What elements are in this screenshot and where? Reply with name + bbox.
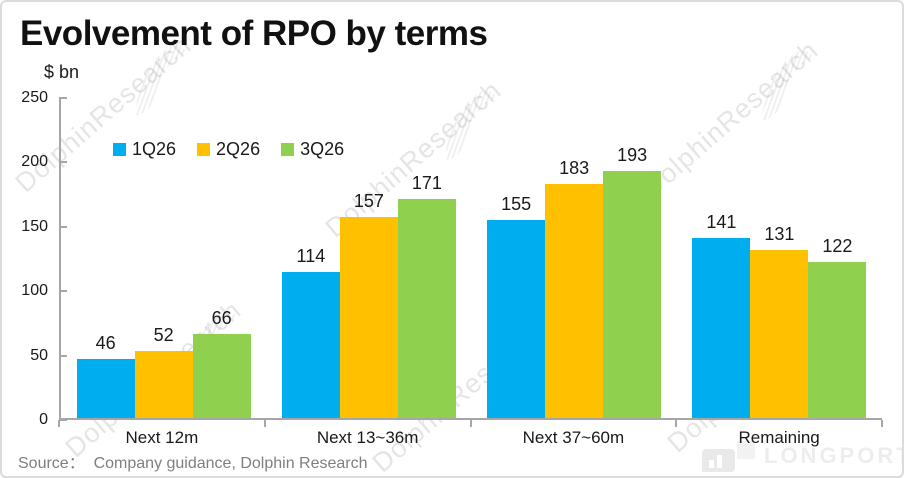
longport-wordmark: LONGPORT (764, 442, 904, 468)
bar-1q26 (487, 219, 546, 418)
x-tick-mark (58, 420, 60, 427)
bar-column: 141 (692, 98, 751, 418)
bar-2q26 (134, 351, 193, 418)
bar-group-next-13-36m: 114 157 171 (266, 98, 471, 418)
bar-1q26 (76, 359, 135, 418)
y-axis-unit-label: $ bn (44, 62, 80, 82)
legend-swatch-icon (197, 143, 211, 156)
y-axis-labels: 0 50 100 150 200 250 (2, 89, 48, 428)
category-label: Next 12m (125, 428, 199, 447)
chart-legend: 1Q26 2Q26 3Q26 (113, 139, 344, 160)
x-tick-mark (263, 420, 266, 427)
bar-value-label: 122 (822, 235, 853, 256)
x-tick-mark (675, 420, 678, 427)
bar-1q26 (692, 237, 751, 418)
bar-value-label: 141 (706, 211, 737, 232)
bar-value-label: 183 (559, 157, 590, 178)
y-tick-label: 100 (21, 282, 48, 300)
plot-area: 46 52 66 114 157 171 155 183 193 141 131 122 (59, 98, 882, 420)
legend-label: 1Q26 (132, 139, 177, 159)
y-tick-mark (59, 354, 67, 357)
bar-column: 52 (134, 98, 193, 418)
x-tick-mark (469, 420, 472, 427)
chart-title: Evolvement of RPO by terms (20, 14, 488, 53)
category-label: Next 13~36m (316, 428, 419, 447)
bar-value-label: 114 (296, 246, 326, 267)
bar-group-remaining: 141 131 122 (677, 98, 882, 418)
bar-3q26 (808, 261, 867, 418)
bar-2q26 (339, 217, 398, 418)
bar-3q26 (192, 333, 251, 418)
bar-3q26 (603, 170, 662, 418)
bar-value-label: 157 (353, 191, 384, 212)
bar-value-label: 46 (95, 333, 116, 354)
legend-label: 3Q26 (300, 139, 345, 159)
legend-swatch-icon (113, 143, 126, 156)
y-tick-label: 150 (21, 217, 48, 235)
y-axis-ticks (59, 97, 69, 421)
longport-watermark: LONGPORT (702, 439, 904, 472)
bar-group-next-37-60m: 155 183 193 (472, 98, 677, 418)
category-label: Next 37~60m (522, 428, 625, 447)
y-tick-mark (59, 290, 67, 293)
x-tick-mark (881, 420, 883, 427)
bar-2q26 (545, 183, 604, 418)
x-axis-ticks (58, 420, 883, 428)
bar-value-label: 193 (617, 144, 648, 165)
legend-item-3q26: 3Q26 (281, 139, 344, 160)
bar-column: 193 (603, 98, 662, 418)
y-tick-label: 250 (21, 89, 48, 106)
legend-label: 2Q26 (216, 139, 261, 159)
x-axis-category-labels: Next 12m Next 13~36m Next 37~60m Remaining (59, 428, 882, 448)
y-tick-mark (59, 419, 67, 421)
y-tick-label: 200 (21, 153, 48, 171)
legend-item-2q26: 2Q26 (197, 139, 260, 160)
bar-column: 183 (545, 98, 604, 418)
bar-value-label: 155 (501, 193, 532, 214)
y-tick-mark (59, 225, 67, 228)
bar-value-label: 52 (153, 325, 174, 346)
longport-logo-icon (702, 439, 758, 472)
bar-1q26 (281, 272, 340, 418)
y-tick-mark (59, 97, 67, 99)
y-tick-label: 0 (39, 411, 48, 428)
y-tick-label: 50 (30, 346, 48, 364)
bar-value-label: 131 (764, 224, 795, 245)
legend-swatch-icon (281, 143, 295, 156)
y-tick-mark (59, 161, 67, 164)
bar-value-label: 66 (211, 307, 232, 328)
bar-column: 155 (487, 98, 546, 418)
category-label: Remaining (738, 428, 820, 447)
bar-2q26 (750, 250, 809, 418)
bar-column: 122 (808, 98, 867, 418)
bar-3q26 (397, 199, 456, 418)
bar-column: 114 (281, 98, 340, 418)
legend-item-1q26: 1Q26 (113, 139, 176, 160)
bar-column: 131 (750, 98, 809, 418)
bar-value-label: 171 (411, 173, 442, 194)
bar-column: 157 (339, 98, 398, 418)
bar-column: 171 (397, 98, 456, 418)
source-note: Source： Company guidance, Dolphin Resear… (18, 455, 368, 472)
bar-column: 46 (76, 98, 135, 418)
